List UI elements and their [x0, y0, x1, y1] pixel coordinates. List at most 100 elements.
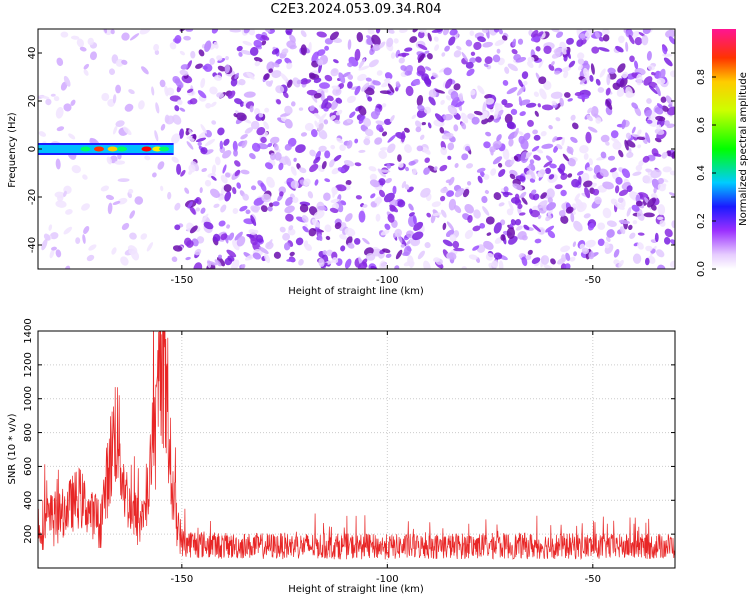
heatmap-cell — [356, 32, 364, 43]
heatmap-cell — [469, 30, 475, 36]
y-tick-label: 1400 — [23, 318, 34, 343]
heatmap-cell — [493, 222, 502, 234]
heatmap-cell — [477, 175, 483, 184]
heatmap-cell — [532, 193, 540, 201]
heatmap-cell — [201, 213, 209, 223]
heatmap-cell — [484, 190, 489, 194]
heatmap-cell — [489, 114, 494, 120]
heatmap-cell — [563, 70, 569, 79]
heatmap-cell — [386, 37, 394, 48]
heatmap-cell — [222, 150, 232, 159]
heatmap-cell — [548, 174, 555, 180]
heatmap-cell — [465, 163, 474, 169]
heatmap-cell — [254, 60, 261, 67]
heatmap-cell — [284, 205, 295, 214]
heatmap-cell — [217, 65, 226, 72]
heatmap-cell — [592, 188, 600, 196]
heatmap-cell — [466, 68, 475, 77]
heatmap-cell — [519, 212, 526, 216]
heatmap-cell — [403, 260, 414, 267]
heatmap-cell — [626, 151, 634, 158]
heatmap-cell — [618, 259, 624, 268]
heatmap-cell — [323, 119, 329, 125]
heatmap-cell — [424, 50, 430, 54]
heatmap-cell — [523, 224, 530, 231]
heatmap-cell — [310, 93, 318, 103]
heatmap-cell — [432, 212, 442, 217]
heatmap-cell — [334, 119, 341, 125]
heatmap-cell — [269, 136, 280, 144]
heatmap-cell — [476, 167, 486, 173]
heatmap-cell — [565, 206, 574, 214]
heatmap-cell — [334, 222, 342, 230]
heatmap-cell — [290, 180, 299, 189]
heatmap-cell — [516, 85, 526, 96]
heatmap-cell — [587, 126, 598, 133]
heatmap-cell — [387, 29, 395, 34]
heatmap-cell — [511, 49, 518, 55]
heatmap-cell — [349, 111, 356, 119]
heatmap-cell — [234, 72, 240, 80]
colorbar-label: Normalized spectral amplitude — [738, 72, 749, 226]
heatmap-cell — [250, 215, 257, 226]
heatmap-cell — [229, 29, 242, 33]
spectrogram-panel: -150 -100 -50 40 20 0 -20 -40 Height of straig… — [7, 28, 676, 297]
heatmap-cell — [563, 54, 568, 62]
heatmap-cell — [602, 34, 610, 42]
heatmap-cell — [609, 167, 617, 173]
heatmap-cell — [129, 232, 137, 240]
heatmap-cell — [343, 160, 355, 167]
heatmap-cell — [179, 128, 184, 139]
heatmap-cell — [290, 101, 296, 107]
heatmap-cell — [121, 222, 130, 231]
heatmap-cell — [537, 200, 548, 209]
x-tick-label: -150 — [170, 275, 193, 286]
heatmap-cell — [625, 41, 629, 52]
heatmap-cell — [586, 166, 593, 172]
heatmap-cell — [115, 120, 125, 127]
heatmap-cell — [295, 237, 304, 246]
heatmap-cell — [434, 89, 446, 94]
heatmap-cell — [663, 237, 671, 245]
heatmap-cell — [483, 240, 494, 250]
heatmap-cell — [285, 196, 294, 206]
heatmap-cell — [86, 254, 95, 262]
heatmap-cell — [263, 73, 270, 81]
heatmap-cell — [625, 29, 634, 38]
heatmap-cell — [483, 141, 491, 149]
heatmap-cell — [218, 194, 226, 201]
heatmap-cell — [313, 92, 322, 99]
heatmap-cell — [218, 220, 226, 227]
heatmap-cell — [522, 132, 531, 141]
heatmap-cell — [110, 29, 115, 35]
heatmap-cell — [121, 32, 130, 41]
heatmap-cell — [115, 84, 121, 94]
heatmap-cell — [88, 244, 97, 251]
heatmap-cell — [570, 136, 578, 143]
heatmap-cell — [293, 157, 297, 162]
heatmap-cell — [599, 168, 609, 178]
heatmap-cell — [214, 74, 222, 81]
heatmap-cell — [513, 53, 521, 61]
heatmap-cell — [548, 125, 553, 130]
heatmap-cell — [450, 90, 459, 101]
heatmap-cell — [447, 155, 452, 160]
heatmap-cell — [70, 99, 76, 106]
heatmap-cell — [247, 29, 256, 36]
heatmap-cell — [433, 166, 438, 171]
heatmap-cell — [597, 238, 605, 246]
heatmap-cell — [541, 104, 554, 111]
heatmap-cell — [537, 103, 541, 108]
heatmap-cell — [83, 69, 89, 76]
heatmap-cell — [635, 164, 643, 172]
heatmap-cell — [172, 114, 182, 125]
heatmap-cell — [338, 72, 346, 84]
heatmap-cell — [195, 63, 203, 69]
heatmap-cell — [197, 90, 207, 99]
heatmap-cell — [506, 227, 516, 240]
heatmap-cell — [537, 31, 544, 37]
heatmap-cell — [369, 179, 380, 188]
heatmap-cell — [453, 50, 462, 58]
heatmap-cell — [295, 144, 306, 153]
heatmap-cell — [412, 79, 421, 86]
